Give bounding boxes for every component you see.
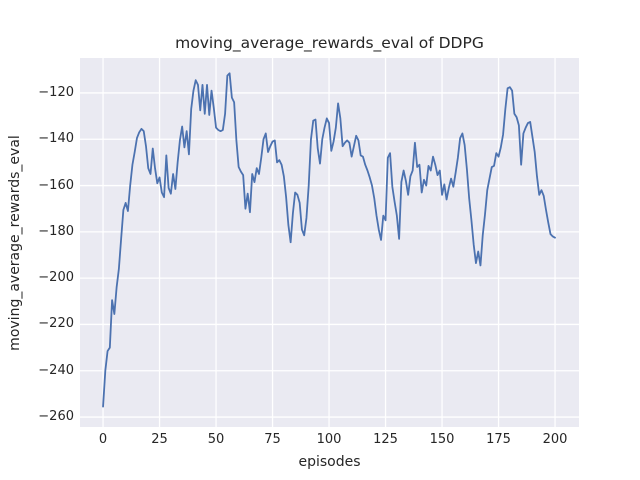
x-tick-label: 75 [264,432,281,447]
y-tick-label: −160 [38,177,74,193]
x-tick-label: 100 [316,432,342,447]
x-axis-label: episodes [298,454,361,470]
chart-canvas [80,58,579,427]
y-tick-label: −240 [38,362,74,378]
x-tick-label: 0 [98,432,108,447]
x-tick-label: 200 [542,432,568,447]
x-tick-label: 150 [429,432,455,447]
x-tick-label: 125 [373,432,398,447]
x-tick-label: 50 [207,432,225,447]
y-tick-label: −140 [38,131,74,147]
reward-line [102,72,556,408]
y-tick-label: −120 [38,84,74,100]
x-tick-label: 175 [486,432,511,447]
y-tick-label: −180 [38,223,74,239]
chart-title: moving_average_rewards_eval of DDPG [175,34,484,52]
plot-area [80,58,579,427]
y-tick-label: −260 [38,409,74,425]
y-axis-label: moving_average_rewards_eval [7,135,23,351]
y-tick-label: −200 [38,270,74,286]
y-tick-label: −220 [38,316,74,332]
x-tick-label: 25 [151,432,168,447]
